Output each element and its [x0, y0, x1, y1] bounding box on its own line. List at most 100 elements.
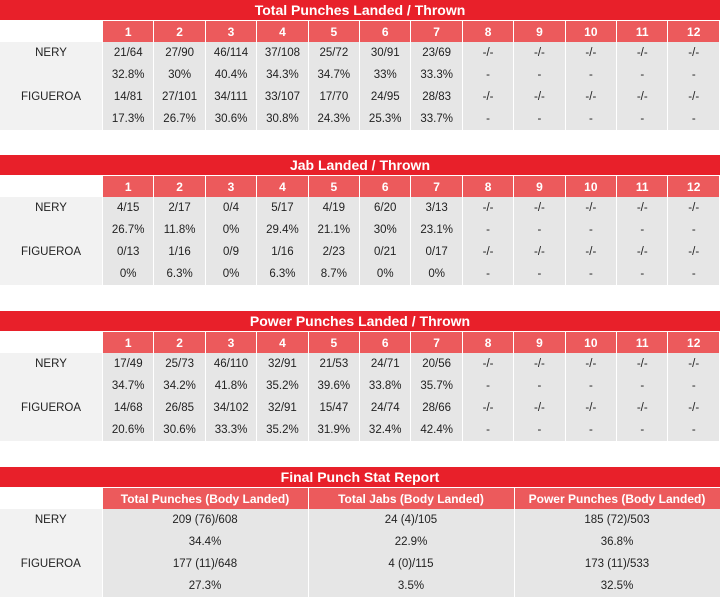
round-header: 9: [513, 21, 566, 42]
round-header: 7: [410, 21, 463, 42]
landed-cell: 1/16: [256, 241, 309, 263]
round-header: 8: [462, 176, 515, 197]
pct-cell: 33.8%: [359, 375, 412, 397]
stats-table: 1 2 3 4 5 6 7 8 9 10 11 12 NERY 4/15 2/1…: [0, 176, 720, 285]
landed-cell: 28/83: [410, 86, 463, 108]
pct-cell: -: [513, 64, 566, 86]
round-header: 1: [102, 332, 155, 353]
pct-cell: 0%: [205, 219, 258, 241]
round-header: 3: [205, 332, 258, 353]
landed-cell: 26/85: [153, 397, 206, 419]
table-row: NERY 4/15 2/17 0/4 5/17 4/19 6/20 3/13 -…: [0, 197, 720, 219]
landed-cell: 4/19: [308, 197, 361, 219]
landed-cell: 32/91: [256, 397, 309, 419]
landed-cell: 27/101: [153, 86, 206, 108]
pct-cell: 35.2%: [256, 419, 309, 441]
pct-cell: 33.7%: [410, 108, 463, 130]
column-header: Power Punches (Body Landed): [514, 488, 720, 509]
pct-cell: 6.3%: [153, 263, 206, 285]
final-report-section: Final Punch Stat Report Total Punches (B…: [0, 467, 720, 597]
landed-cell: 2/23: [308, 241, 361, 263]
landed-cell: 14/81: [102, 86, 155, 108]
pct-cell: -: [513, 263, 566, 285]
landed-cell: 30/91: [359, 42, 412, 64]
landed-cell: 20/56: [410, 353, 463, 375]
value-cell: 185 (72)/503: [514, 509, 720, 531]
pct-cell: 31.9%: [308, 419, 361, 441]
pct-cell: 20.6%: [102, 419, 155, 441]
round-header: 4: [256, 176, 309, 197]
pct-cell: 0%: [359, 263, 412, 285]
pct-cell: 30%: [153, 64, 206, 86]
round-header: 9: [513, 332, 566, 353]
pct-cell: 24.3%: [308, 108, 361, 130]
landed-cell: 0/13: [102, 241, 155, 263]
landed-cell: 23/69: [410, 42, 463, 64]
pct-cell: 8.7%: [308, 263, 361, 285]
pct-cell: 22.9%: [308, 531, 515, 553]
column-header: Total Punches (Body Landed): [102, 488, 309, 509]
landed-cell: 0/4: [205, 197, 258, 219]
landed-cell: -/-: [513, 241, 566, 263]
landed-cell: 25/72: [308, 42, 361, 64]
round-header: 6: [359, 176, 412, 197]
pct-cell: -: [565, 64, 618, 86]
pct-cell: -: [462, 375, 515, 397]
landed-cell: -/-: [462, 241, 515, 263]
landed-cell: -/-: [513, 197, 566, 219]
pct-cell: 30.6%: [153, 419, 206, 441]
pct-cell: 30%: [359, 219, 412, 241]
pct-cell: 25.3%: [359, 108, 412, 130]
pct-cell: 29.4%: [256, 219, 309, 241]
pct-cell: 32.5%: [514, 575, 720, 597]
pct-cell: 23.1%: [410, 219, 463, 241]
section-title: Jab Landed / Thrown: [0, 155, 720, 176]
table-row: NERY 209 (76)/608 24 (4)/105 185 (72)/50…: [0, 509, 720, 531]
landed-cell: -/-: [667, 197, 720, 219]
pct-cell: -: [667, 375, 720, 397]
landed-cell: -/-: [462, 397, 515, 419]
pct-cell: 34.7%: [308, 64, 361, 86]
pct-cell: 32.4%: [359, 419, 412, 441]
pct-cell: -: [667, 219, 720, 241]
landed-cell: 2/17: [153, 197, 206, 219]
landed-cell: 21/64: [102, 42, 155, 64]
pct-cell: -: [565, 419, 618, 441]
round-header: 7: [410, 332, 463, 353]
landed-cell: -/-: [616, 353, 669, 375]
landed-cell: -/-: [462, 86, 515, 108]
pct-cell: 26.7%: [102, 219, 155, 241]
pct-cell: -: [513, 108, 566, 130]
pct-cell: -: [462, 419, 515, 441]
pct-cell: 34.7%: [102, 375, 155, 397]
pct-cell: 30.6%: [205, 108, 258, 130]
value-cell: 173 (11)/533: [514, 553, 720, 575]
pct-cell: -: [565, 375, 618, 397]
landed-cell: -/-: [616, 42, 669, 64]
landed-cell: -/-: [462, 197, 515, 219]
round-header: 4: [256, 21, 309, 42]
landed-cell: 34/111: [205, 86, 258, 108]
table-row: FIGUEROA 14/81 27/101 34/111 33/107 17/7…: [0, 86, 720, 108]
round-header: 8: [462, 21, 515, 42]
landed-cell: 32/91: [256, 353, 309, 375]
landed-cell: -/-: [667, 42, 720, 64]
landed-cell: 33/107: [256, 86, 309, 108]
section-title: Total Punches Landed / Thrown: [0, 0, 720, 21]
pct-cell: 40.4%: [205, 64, 258, 86]
pct-cell: -: [462, 64, 515, 86]
pct-cell: 30.8%: [256, 108, 309, 130]
pct-cell: -: [667, 263, 720, 285]
pct-cell: 33%: [359, 64, 412, 86]
round-header: 11: [616, 332, 669, 353]
round-header: 10: [565, 21, 618, 42]
landed-cell: 3/13: [410, 197, 463, 219]
landed-cell: 17/49: [102, 353, 155, 375]
landed-cell: -/-: [565, 353, 618, 375]
round-header-row: 1 2 3 4 5 6 7 8 9 10 11 12: [0, 176, 720, 197]
landed-cell: -/-: [667, 241, 720, 263]
landed-cell: 0/21: [359, 241, 412, 263]
round-header: 11: [616, 176, 669, 197]
pct-cell: 32.8%: [102, 64, 155, 86]
pct-cell: 36.8%: [514, 531, 720, 553]
